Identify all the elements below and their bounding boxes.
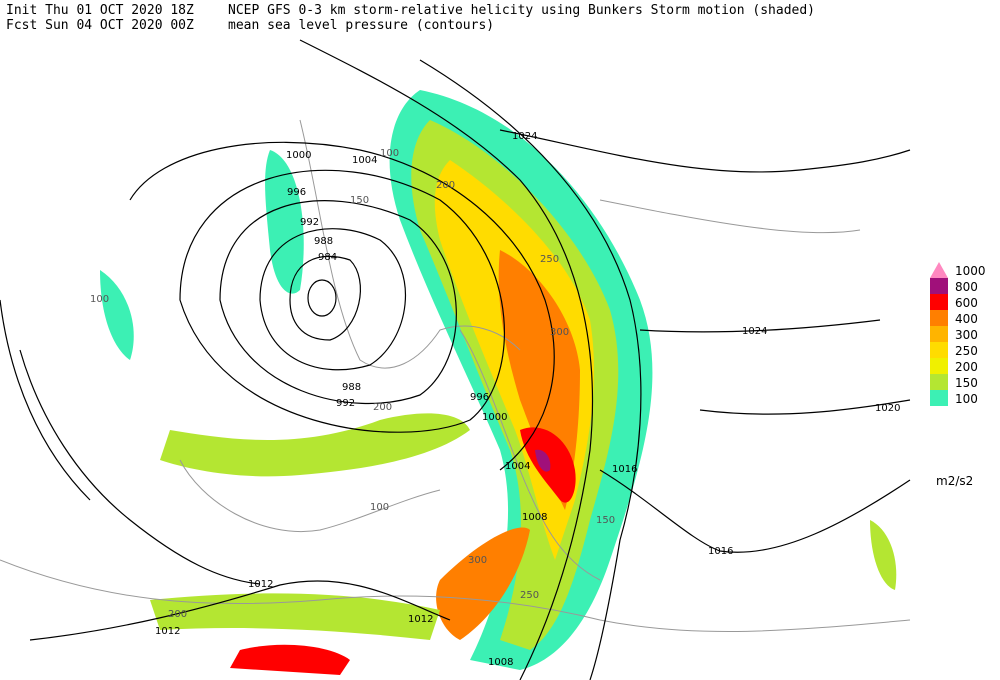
legend-swatch: [930, 326, 948, 342]
shading: [100, 90, 897, 675]
contour-label: 1016: [708, 546, 733, 557]
legend-swatch: [930, 390, 948, 406]
contour-label: 996: [470, 392, 489, 403]
contour: [219, 200, 457, 405]
field-800: [535, 449, 551, 472]
field-400-south: [436, 527, 530, 640]
helicity-labels: 100 150 200 250 300 100 150 200 250 300 …: [90, 148, 615, 620]
legend-swatch: [930, 310, 948, 326]
contour-label: 1008: [522, 512, 547, 523]
contour-label: 1020: [875, 403, 900, 414]
legend-label: 100: [955, 392, 978, 406]
contour-label: 1000: [286, 150, 311, 161]
contour-label: 1004: [352, 155, 377, 166]
contour-label: 1004: [505, 461, 530, 472]
contour-label: 988: [314, 236, 333, 247]
coast: [299, 119, 521, 369]
contour-label: 984: [318, 252, 337, 263]
field-100-atlantic: [100, 270, 134, 360]
helicity-label: 300: [550, 327, 569, 338]
field-100-north: [265, 150, 304, 294]
contour: [179, 169, 505, 433]
legend-swatch: [930, 278, 948, 294]
legend-label: 1000: [955, 264, 986, 278]
coast: [599, 199, 861, 234]
helicity-label: 200: [373, 402, 392, 413]
contour-label: 1012: [408, 614, 433, 625]
field-150-southwest: [150, 593, 440, 640]
helicity-label: 100: [370, 502, 389, 513]
helicity-label: 200: [436, 180, 455, 191]
contour-label: 1012: [155, 626, 180, 637]
contour-labels: 1024 1004 1000 996 992 988 984 988 992 9…: [155, 131, 900, 668]
contour: [259, 228, 406, 371]
legend-swatch: [930, 374, 948, 390]
legend-swatch: [930, 358, 948, 374]
pressure-contours: [0, 39, 911, 680]
coast: [0, 559, 911, 633]
legend: 1000 800 600 400 300 250 200 150 100: [930, 262, 986, 406]
legend-label: 300: [955, 328, 978, 342]
contour-label: 1024: [512, 131, 537, 142]
helicity-label: 100: [90, 294, 109, 305]
field-150-east: [870, 520, 897, 590]
legend-swatch: [930, 262, 948, 278]
helicity-label: 250: [540, 254, 559, 265]
contour: [499, 129, 911, 173]
contour-label: 988: [342, 382, 361, 393]
legend-label: 200: [955, 360, 978, 374]
legend-label: 800: [955, 280, 978, 294]
contour-label: 1024: [742, 326, 767, 337]
contour: [29, 580, 451, 641]
legend-swatch: [930, 342, 948, 358]
helicity-label: 150: [350, 195, 369, 206]
helicity-label: 300: [468, 555, 487, 566]
forecast-time: Fcst Sun 04 OCT 2020 00Z: [6, 18, 194, 33]
helicity-label: 250: [520, 590, 539, 601]
map-subtitle: mean sea level pressure (contours): [228, 18, 494, 33]
contour: [299, 39, 594, 680]
coast: [459, 329, 601, 581]
contour: [0, 299, 91, 501]
contour-label: 992: [300, 217, 319, 228]
contour-label: 1012: [248, 579, 273, 590]
contour: [129, 141, 555, 471]
contour-label: 1008: [488, 657, 513, 668]
field-150-west: [160, 413, 470, 477]
map-title: NCEP GFS 0-3 km storm-relative helicity …: [228, 3, 815, 18]
helicity-label: 100: [380, 148, 399, 159]
helicity-label: 150: [596, 515, 615, 526]
contour: [599, 469, 911, 553]
legend-label: 250: [955, 344, 978, 358]
legend-label: 150: [955, 376, 978, 390]
contour-label: 1016: [612, 464, 637, 475]
legend-swatch: [930, 294, 948, 310]
contour: [19, 349, 261, 585]
coast: [179, 459, 441, 532]
contour-label: 996: [287, 187, 306, 198]
contour: [699, 399, 911, 415]
helicity-label: 200: [168, 609, 187, 620]
contour-label: 992: [336, 398, 355, 409]
contour-label: 1000: [482, 412, 507, 423]
legend-label: 600: [955, 296, 978, 310]
contour: [289, 255, 361, 341]
legend-label: 400: [955, 312, 978, 326]
contour: [307, 279, 337, 317]
coastlines: [0, 119, 911, 633]
contour: [639, 319, 881, 333]
contour: [419, 59, 642, 680]
legend-units: m2/s2: [936, 474, 973, 488]
field-600-southwest: [230, 644, 350, 675]
init-time: Init Thu 01 OCT 2020 18Z: [6, 3, 194, 18]
